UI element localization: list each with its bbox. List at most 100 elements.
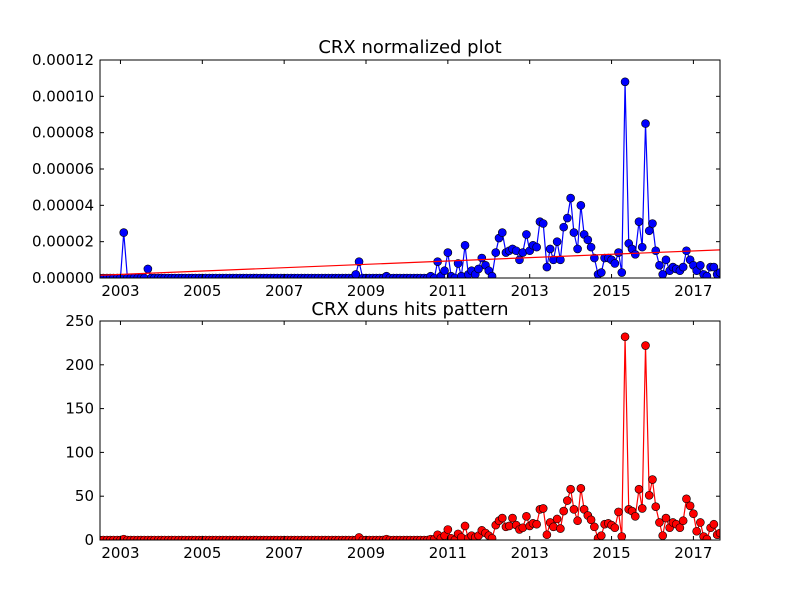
data-point [443,248,453,257]
y-axis: 0 50 100 150 200 250 [65,312,720,549]
data-point [576,484,586,493]
data-point [658,270,668,278]
x-tick-label: 2015 [592,282,630,300]
data-point [634,217,644,226]
data-point [715,528,720,538]
data-point [614,507,623,517]
data-point [675,523,685,533]
data-point [661,513,671,523]
data-point [637,504,647,513]
series-layer [100,332,720,540]
data-point [620,77,630,87]
y-tick-label: 150 [65,400,94,418]
y-tick-label: 0 [84,531,94,549]
data-point [515,255,524,265]
y-tick-label: 200 [65,356,94,374]
chart-duns-hits: CRX duns hits pattern 2003 2005 2007 2009 20… [65,299,721,562]
series-layer [100,77,720,278]
data-point [460,521,470,531]
data-point [655,260,664,270]
data-point [351,270,361,278]
data-point [637,242,647,252]
data-point [569,505,579,514]
data-point [491,248,501,257]
data-point [689,509,698,519]
data-point [658,531,668,540]
data-point [430,273,439,278]
x-tick-label: 2005 [183,544,221,562]
data-point [709,262,719,272]
y-tick-label: 0.00012 [32,51,94,69]
data-point [641,341,650,350]
data-point [644,491,654,500]
y-tick-label: 0.00006 [32,160,94,178]
data-point [538,219,548,228]
x-tick-label: 2013 [511,282,549,300]
data-point [559,506,568,516]
x-tick-label: 2009 [347,544,385,562]
data-point [354,257,364,266]
data-point [569,228,579,237]
plot-area [100,332,720,540]
data-point [487,271,497,278]
data-point [566,484,575,494]
data-point [597,268,606,277]
data-point [545,244,555,254]
x-tick-label: 2003 [101,282,139,300]
y-tick-label: 0.00000 [32,269,94,287]
data-point [522,230,531,239]
data-point [617,268,627,277]
data-point [119,228,129,237]
data-point [443,525,453,534]
data-point [522,512,531,521]
data-point [508,513,517,523]
x-tick-label: 2013 [511,544,549,562]
data-point [696,518,705,527]
y-axis: 0.00000 0.00002 0.00004 0.00006 0.00008 0.000… [32,51,720,287]
x-tick-label: 2007 [265,544,303,562]
data-point [497,513,507,523]
series-line [100,336,720,540]
data-point [440,266,449,276]
data-point [617,532,627,540]
data-point [634,484,644,494]
data-point [610,259,620,268]
data-point [685,501,695,511]
x-tick-label: 2005 [183,282,221,300]
data-point [702,271,712,278]
plot-area [100,77,720,278]
y-tick-label: 0.00010 [32,87,94,105]
data-point [143,264,153,274]
x-tick-label: 2017 [674,544,712,562]
x-tick-label: 2003 [101,544,139,562]
data-point [661,255,671,265]
data-point [542,530,552,540]
data-point [709,519,719,529]
y-tick-label: 250 [65,312,94,330]
data-point [620,332,630,342]
data-point [586,242,596,252]
y-tick-label: 0.00002 [32,233,94,251]
data-point [630,250,640,259]
data-point [678,516,688,526]
data-point [682,494,691,504]
x-tick-label: 2009 [347,282,385,300]
data-point [556,524,565,533]
data-point [563,496,572,505]
y-tick-label: 0.00004 [32,196,94,214]
chart-normalized: CRX normalized plot 2003 2005 2007 2009 2011… [32,37,721,300]
data-point [651,502,661,512]
data-point [477,253,487,263]
data-point [563,213,572,223]
data-point [610,523,620,533]
data-point [614,248,623,257]
data-point [583,235,593,245]
data-point [655,518,664,527]
data-point [532,519,541,529]
x-tick-label: 2011 [429,544,467,562]
x-tick-label: 2011 [429,282,467,300]
data-point [702,534,712,540]
data-point [651,246,661,256]
